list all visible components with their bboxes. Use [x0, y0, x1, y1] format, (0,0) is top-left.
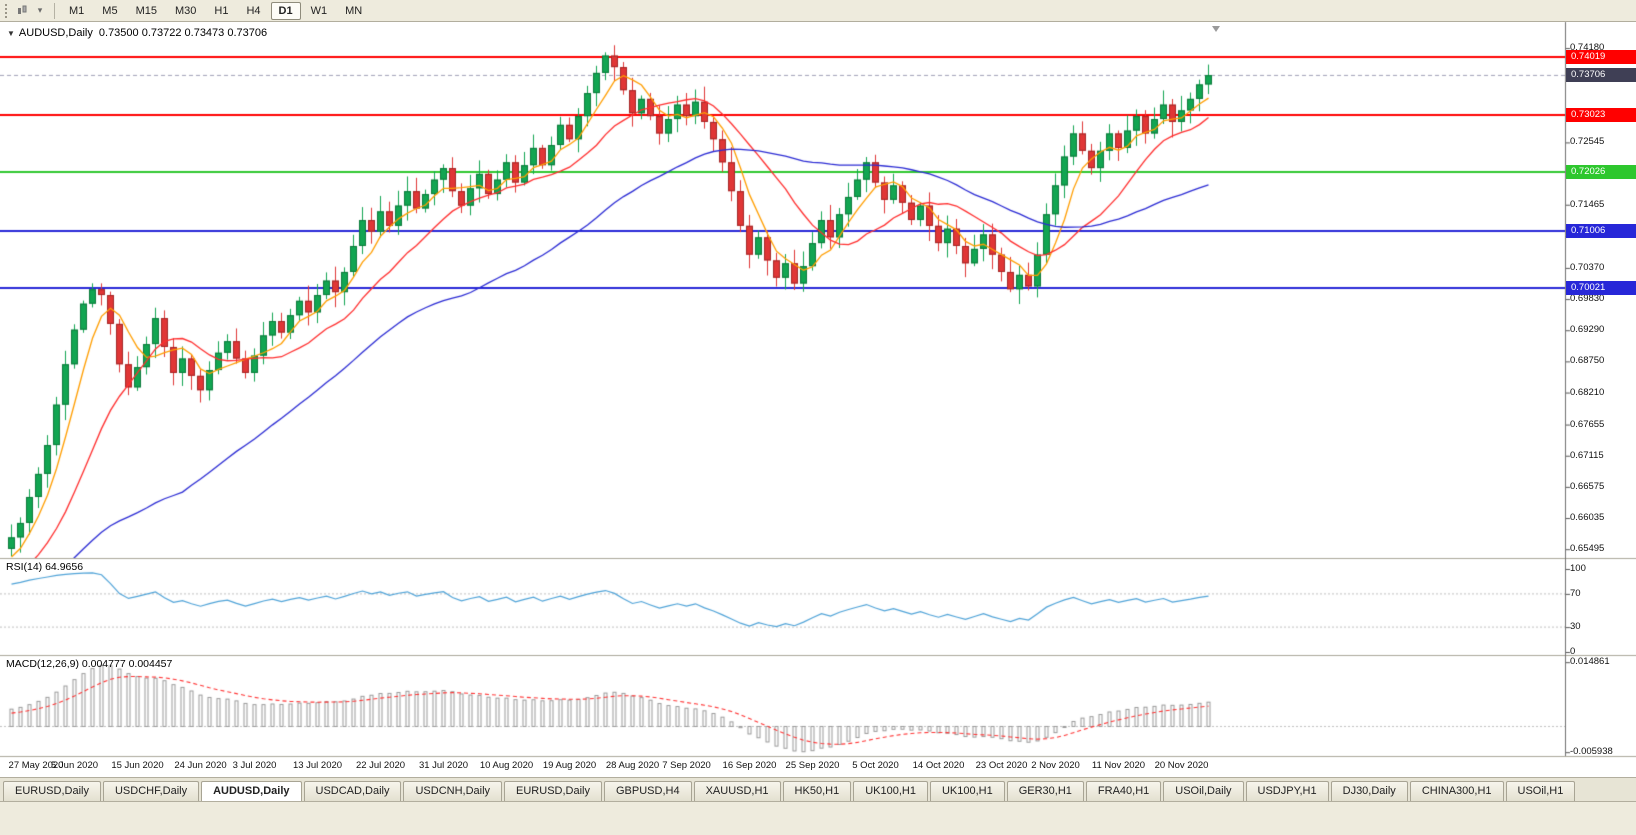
chart-tab[interactable]: CHINA300,H1 — [1409, 781, 1504, 801]
timeframe-button-group: M1 M5 M15 M30 H1 H4 D1 W1 MN — [60, 1, 371, 20]
chart-tab[interactable]: XAUUSD,H1 — [693, 781, 781, 801]
timeframe-button-m5[interactable]: M5 — [102, 4, 118, 17]
chart-tab[interactable]: AUDUSD,Daily — [201, 781, 302, 801]
timeframe-button-w1[interactable]: W1 — [310, 4, 328, 17]
timeframe-button-mn[interactable]: MN — [345, 4, 363, 17]
chart-tab[interactable]: HK50,H1 — [782, 781, 852, 801]
timeframe-button-h1[interactable]: H1 — [214, 4, 229, 17]
chart-tab[interactable]: EURUSD,Daily — [3, 781, 101, 801]
timeframe-button-m30[interactable]: M30 — [174, 4, 197, 17]
chart-tab[interactable]: USDCNH,Daily — [403, 781, 503, 801]
status-bar — [0, 801, 1636, 835]
chart-tab[interactable]: DJ30,Daily — [1330, 781, 1408, 801]
chart-tab-bar: EURUSD,Daily USDCHF,Daily AUDUSD,Daily USDC… — [0, 777, 1636, 801]
chart-tab[interactable]: FRA40,H1 — [1085, 781, 1162, 801]
toolbar-separator — [54, 2, 55, 19]
chart-tab[interactable]: GER30,H1 — [1006, 781, 1084, 801]
chart-tab[interactable]: USOil,H1 — [1505, 781, 1576, 801]
toolbar-grip[interactable] — [5, 3, 9, 18]
chart-tab[interactable]: USOil,Daily — [1163, 781, 1244, 801]
dropdown-arrow-icon[interactable]: ▾ — [37, 5, 43, 15]
timeframes-toolbar: ▾ M1 M5 M15 M30 H1 H4 D1 W1 MN — [0, 0, 1636, 22]
timeframe-button-h4[interactable]: H4 — [246, 4, 261, 17]
timeframe-button-d1[interactable]: D1 — [270, 1, 301, 20]
chart-tab[interactable]: USDCHF,Daily — [102, 781, 200, 801]
timeframe-button-m1[interactable]: M1 — [69, 4, 85, 17]
timeframe-button-m15[interactable]: M15 — [135, 4, 157, 17]
chart-tab[interactable]: USDCAD,Daily — [303, 781, 402, 801]
chart-tab[interactable]: USDJPY,H1 — [1245, 781, 1329, 801]
chart-tab[interactable]: UK100,H1 — [929, 781, 1005, 801]
chart-tab[interactable]: UK100,H1 — [853, 781, 928, 801]
chart-tab[interactable]: GBPUSD,H4 — [604, 781, 692, 801]
chart-tab[interactable]: EURUSD,Daily — [504, 781, 602, 801]
candlestick-chart-icon[interactable] — [14, 3, 30, 19]
